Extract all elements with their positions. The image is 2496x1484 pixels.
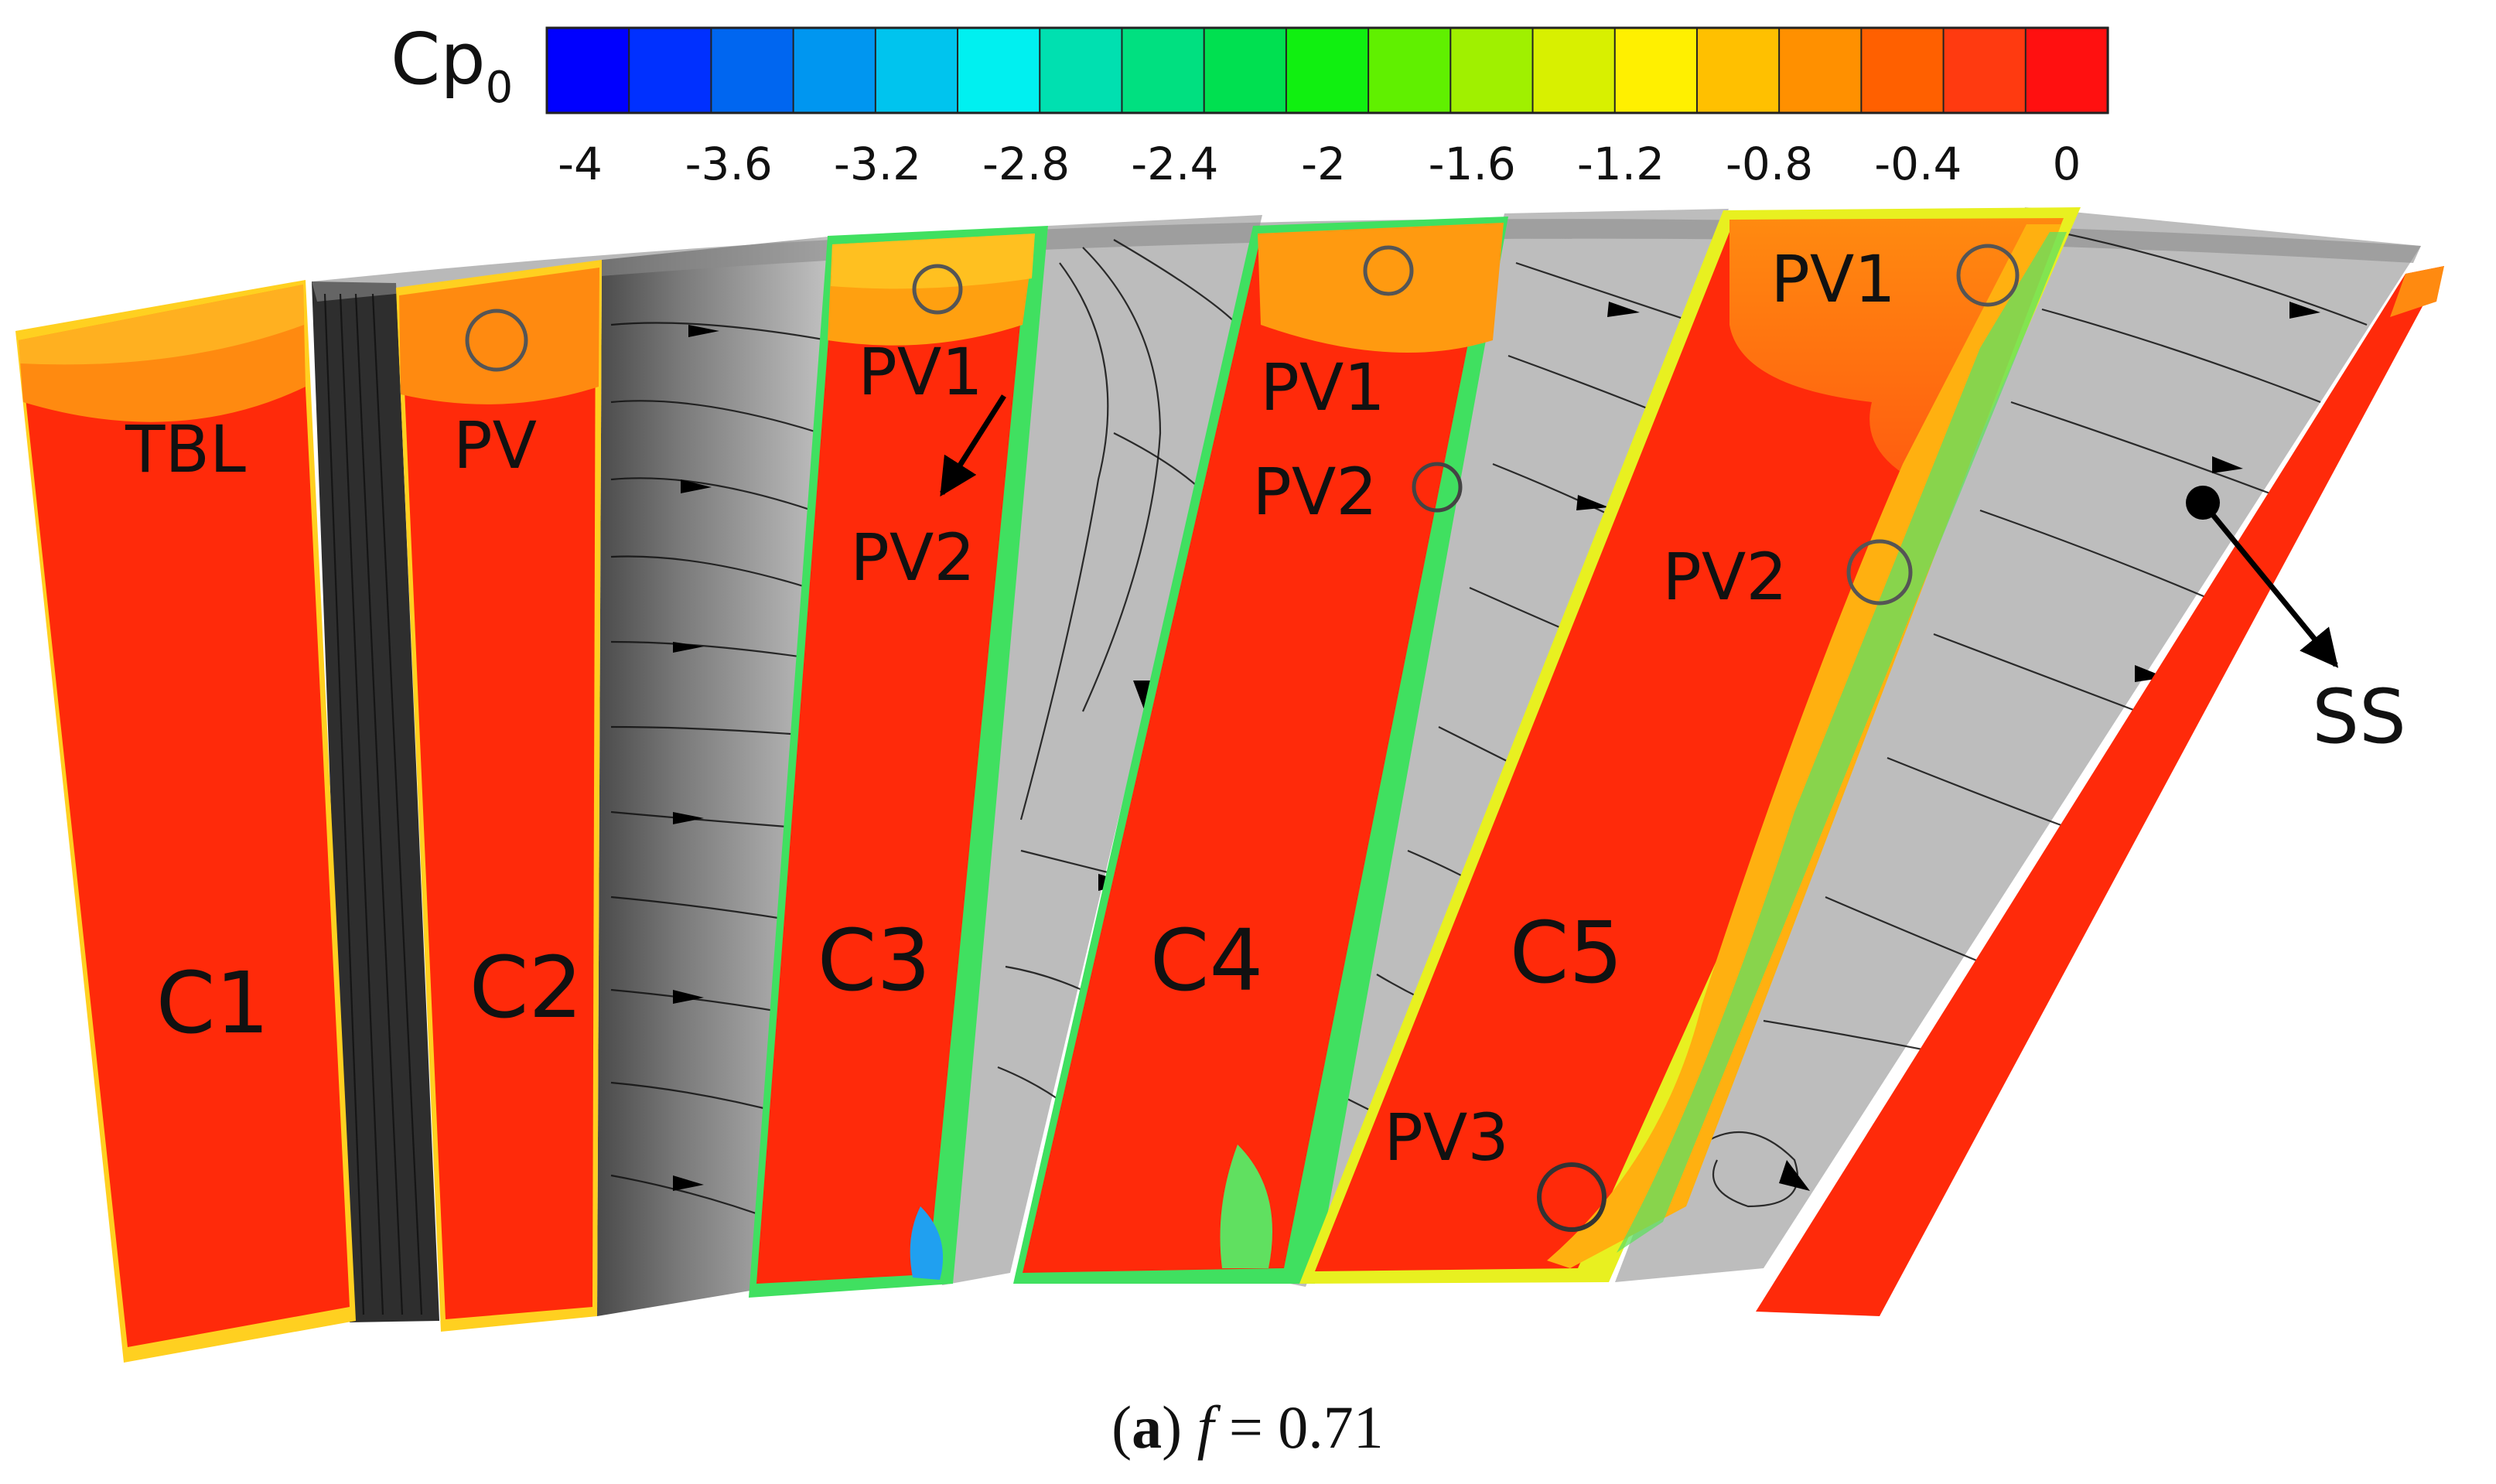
colorbar-tick-label: -1.2 — [1577, 138, 1665, 190]
colorbar-tick-label: -0.8 — [1726, 138, 1813, 190]
colorbar-level-swatch — [546, 27, 630, 114]
c5-pv2-label: PV2 — [1662, 539, 1787, 615]
c3-body — [756, 237, 1029, 1284]
c4-top-band — [1258, 223, 1504, 353]
c2-label: C2 — [469, 938, 583, 1037]
c3-migration-arrow — [940, 394, 1006, 497]
c4-body — [1023, 227, 1491, 1273]
panel-c1: TBL C1 — [15, 280, 356, 1363]
colorbar-swatches — [546, 27, 2109, 114]
panel-c4: PV1 PV2 C4 — [1013, 217, 1508, 1284]
c5-label: C5 — [1510, 903, 1624, 1002]
c5-pv1-marker — [1956, 244, 2020, 307]
colorbar-level-swatch — [792, 27, 877, 114]
c5-pv1-label: PV1 — [1770, 241, 1896, 317]
colorbar-level-swatch — [710, 27, 795, 114]
colorbar-level-swatch — [628, 27, 713, 114]
colorbar-level-swatch — [1285, 27, 1370, 114]
panel-c5: PV1 PV2 PV3 C5 — [1299, 207, 2081, 1284]
colorbar-level-swatch — [1695, 27, 1781, 114]
colorbar-title-sub: 0 — [486, 63, 514, 113]
colorbar: Cp0 -4 -3.6 -3.2 -2.8 -2.4 -2 -1.6 -1.2 -0.8 -0.4… — [391, 18, 2109, 190]
colorbar-frame — [545, 26, 2109, 114]
caption-close-paren: ) — [1162, 1394, 1182, 1461]
ss-pointer-arrow — [2201, 500, 2339, 668]
colorbar-tick-label: -1.6 — [1429, 138, 1516, 190]
colorbar-level-swatch — [874, 27, 959, 114]
c5-pv3-marker — [1537, 1162, 1607, 1232]
colorbar-tick-label: -2 — [1301, 138, 1346, 190]
colorbar-level-swatch — [1613, 27, 1699, 114]
colorbar-tick-label: -3.2 — [834, 138, 921, 190]
caption-part: a — [1132, 1394, 1162, 1461]
colorbar-level-swatch — [1203, 27, 1288, 114]
c4-label: C4 — [1150, 911, 1264, 1010]
c2-region-label: PV — [453, 408, 537, 483]
c5-pv2-marker — [1846, 539, 1913, 606]
c4-pv1-label: PV1 — [1260, 350, 1385, 425]
c2-body — [401, 275, 596, 1319]
colorbar-level-swatch — [1942, 27, 2027, 114]
colorbar-level-swatch — [1368, 27, 1452, 114]
panel-c2: PV C2 — [396, 260, 602, 1332]
colorbar-level-swatch — [1778, 27, 1863, 114]
c3-pv2-label: PV2 — [850, 520, 975, 595]
c4-bottom-lowpressure — [1220, 1145, 1272, 1268]
c5-top-band — [1729, 218, 2064, 495]
c3-label: C3 — [818, 911, 931, 1010]
colorbar-level-swatch — [957, 27, 1041, 114]
c5-pv3-label: PV3 — [1384, 1100, 1509, 1175]
colorbar-tick-label: -2.4 — [1131, 138, 1218, 190]
colorbar-tick-label: -2.8 — [982, 138, 1070, 190]
suction-side: SS — [1756, 266, 2444, 1316]
passage-5 — [1615, 207, 2421, 1282]
colorbar-level-swatch — [1860, 27, 1945, 114]
figure-caption: (a) f = 0.71 — [1111, 1394, 1384, 1461]
c4-pv1-marker — [1363, 245, 1414, 296]
c5-body — [1315, 221, 2050, 1271]
c4-pv2-marker — [1412, 462, 1463, 513]
colorbar-level-swatch — [1039, 27, 1124, 114]
colorbar-tick-label: 0 — [2053, 138, 2081, 190]
c1-label: C1 — [156, 954, 270, 1052]
colorbar-tick-label: -4 — [558, 138, 603, 190]
caption-equals: = 0.71 — [1214, 1394, 1384, 1461]
c3-pv1-marker — [912, 264, 963, 315]
c3-bottom-lowpressure — [910, 1206, 944, 1280]
colorbar-ticks: -4 -3.6 -3.2 -2.8 -2.4 -2 -1.6 -1.2 -0.8 -0.4 0 — [558, 138, 2081, 190]
c3-pv1-label: PV1 — [858, 334, 983, 410]
passage-1 — [312, 281, 439, 1322]
c2-top-band — [399, 268, 599, 404]
panel-c3: PV1 PV2 C3 — [749, 226, 1048, 1298]
c2-vortex-marker — [465, 309, 528, 372]
c4-pv2-label: PV2 — [1252, 454, 1378, 530]
c1-body — [22, 308, 350, 1347]
colorbar-level-swatch — [1531, 27, 1617, 114]
colorbar-title: Cp0 — [391, 18, 513, 113]
colorbar-tick-label: -3.6 — [685, 138, 773, 190]
colorbar-level-swatch — [1121, 27, 1206, 114]
ss-label: SS — [2312, 674, 2406, 760]
ss-strip — [1756, 266, 2444, 1316]
c1-region-label: TBL — [125, 411, 246, 487]
colorbar-level-swatch — [2024, 27, 2109, 114]
passage-3 — [942, 215, 1262, 1285]
colorbar-tick-label: -0.4 — [1874, 138, 1962, 190]
passage-4 — [1251, 209, 1729, 1287]
colorbar-level-swatch — [1449, 27, 1535, 114]
